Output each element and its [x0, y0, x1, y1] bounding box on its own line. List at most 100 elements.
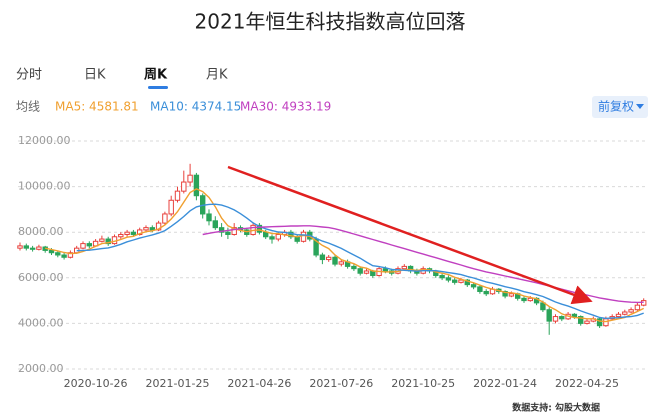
- candle-body: [143, 227, 149, 231]
- candle-body: [61, 254, 67, 258]
- candle-body: [521, 297, 527, 302]
- ma-label: 均线: [16, 100, 40, 114]
- x-tick-label: 2021-04-26: [227, 377, 291, 390]
- candle-body: [225, 231, 231, 235]
- candle-body: [578, 316, 584, 324]
- candle-body: [269, 236, 275, 240]
- candle-body: [206, 213, 212, 222]
- candle-body: [483, 290, 489, 295]
- candle-body: [319, 254, 326, 261]
- candle-body: [17, 245, 23, 249]
- ma-line: [202, 225, 644, 304]
- y-tick-label: 12000.00: [18, 134, 71, 147]
- candle-body: [55, 252, 61, 256]
- candle-body: [351, 265, 357, 270]
- candle-body: [596, 318, 603, 327]
- candle-body: [187, 174, 193, 183]
- candle-body: [622, 311, 628, 315]
- candle-body: [212, 220, 219, 229]
- candle-body: [174, 190, 181, 201]
- y-tick-label: 8000.00: [18, 225, 64, 238]
- candle-body: [382, 268, 389, 272]
- candle-body: [445, 277, 452, 281]
- x-tick-label: 2021-10-25: [391, 377, 455, 390]
- candle-body: [326, 256, 332, 261]
- candle-body: [401, 265, 408, 270]
- candle-body: [181, 181, 187, 192]
- candle-body: [439, 275, 445, 279]
- tab[interactable]: 月K: [206, 68, 228, 83]
- candle-body: [137, 229, 143, 235]
- trend-arrow: [227, 165, 593, 305]
- candle-body: [615, 313, 622, 318]
- candle-body: [357, 268, 363, 274]
- x-tick-label: 2021-07-26: [309, 377, 373, 390]
- candle-body: [162, 213, 168, 224]
- candle-body: [23, 245, 30, 249]
- candle-body: [193, 174, 200, 197]
- dropdown-icon: [636, 104, 644, 109]
- candle-body: [540, 302, 546, 311]
- candle-body: [559, 316, 565, 320]
- candle-body: [628, 309, 634, 313]
- candle-body: [155, 222, 162, 231]
- y-tick-label: 10000.00: [18, 180, 71, 193]
- active-tab-underline: [148, 86, 168, 89]
- x-tick-label: 2021-01-25: [146, 377, 210, 390]
- candle-body: [275, 233, 282, 240]
- candle-body: [508, 293, 515, 297]
- candle-body: [256, 224, 263, 233]
- candle-body: [99, 238, 105, 242]
- legend-entry: MA10: 4374.15: [150, 100, 241, 114]
- candle-body: [124, 231, 130, 235]
- candle-body: [149, 227, 156, 231]
- legend-entry: MA30: 4933.19: [240, 100, 331, 114]
- chart-title: 2021年恒生科技指数高位回落: [195, 10, 466, 34]
- candle-body: [452, 279, 458, 283]
- candle-body: [86, 243, 92, 247]
- candle-body: [105, 238, 111, 245]
- candle-body: [29, 247, 36, 250]
- candle-body: [80, 243, 86, 249]
- adjust-button-label[interactable]: 前复权: [598, 99, 634, 114]
- candle-body: [168, 199, 174, 215]
- candle-body: [634, 304, 641, 311]
- candle-body: [118, 233, 124, 238]
- tab[interactable]: 日K: [84, 68, 106, 83]
- candle-body: [231, 227, 237, 235]
- candle-body: [527, 297, 533, 302]
- candle-body: [332, 256, 338, 265]
- candle-body: [300, 231, 307, 242]
- candle-body: [218, 227, 225, 233]
- candle-body: [338, 261, 345, 265]
- ma-line: [45, 188, 645, 323]
- y-tick-label: 4000.00: [18, 316, 64, 329]
- legend-entry: MA5: 4581.81: [55, 100, 139, 114]
- candle-body: [552, 316, 559, 322]
- candle-body: [363, 270, 370, 274]
- candle-body: [571, 313, 578, 318]
- x-tick-label: 2022-01-24: [473, 377, 537, 390]
- candle-body: [546, 309, 552, 322]
- y-tick-label: 6000.00: [18, 271, 64, 284]
- candle-body: [502, 290, 508, 297]
- source-note: 数据支持: 勾股大数据: [512, 402, 600, 414]
- candle-body: [470, 284, 477, 288]
- tab[interactable]: 分时: [16, 68, 42, 83]
- candle-body: [464, 279, 471, 286]
- x-tick-label: 2022-04-25: [555, 377, 619, 390]
- ma-line: [76, 203, 644, 320]
- candle-body: [584, 320, 590, 324]
- candle-body: [458, 279, 464, 283]
- plot: 2000.00 4000.00 6000.00 8000.00 10000.00 1200…: [17, 134, 648, 390]
- adjust-button[interactable]: [592, 96, 648, 118]
- y-tick-label: 2000.00: [18, 362, 64, 375]
- candle-body: [36, 246, 42, 250]
- candle-body: [130, 231, 137, 235]
- candle-body: [67, 252, 74, 258]
- candle-body: [48, 249, 55, 254]
- tab[interactable]: 周K: [144, 68, 168, 83]
- x-tick-label: 2020-10-26: [64, 377, 128, 390]
- candle-body: [477, 286, 483, 292]
